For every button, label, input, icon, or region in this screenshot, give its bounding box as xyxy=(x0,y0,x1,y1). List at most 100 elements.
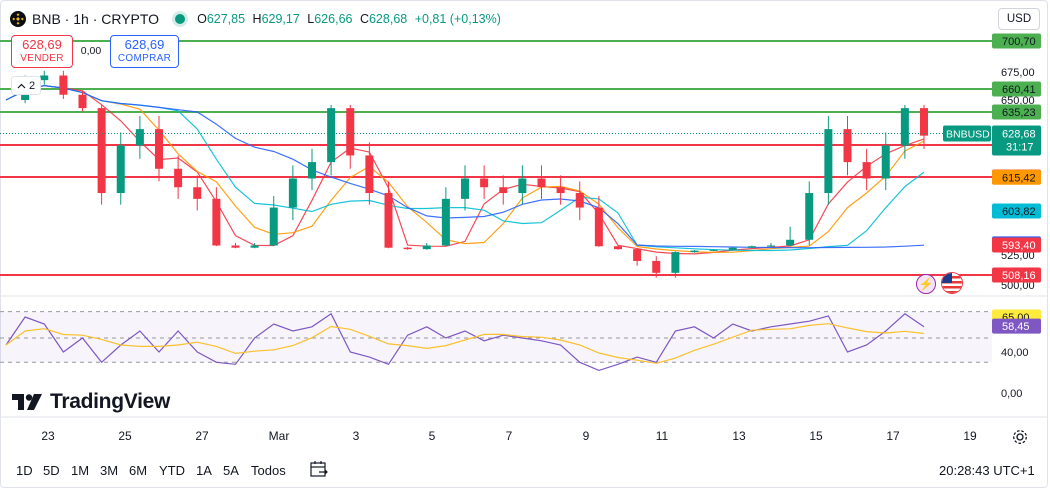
last-price-value: 628,68 xyxy=(1002,128,1036,140)
us-flag-icon[interactable] xyxy=(941,272,963,294)
candle-body xyxy=(365,155,374,194)
symbol-title[interactable]: BNB · 1h · CRYPTO xyxy=(32,11,160,27)
indicators-toggle[interactable]: 2 xyxy=(11,76,41,95)
timeframe-5a[interactable]: 5A xyxy=(223,463,239,478)
high-label: H xyxy=(252,12,262,26)
timeframe-6m[interactable]: 6M xyxy=(129,463,148,478)
candle-body xyxy=(327,108,336,163)
tradingview-logo[interactable]: TradingView xyxy=(12,390,170,414)
sell-button[interactable]: 628,69 VENDER xyxy=(11,35,73,68)
chevron-up-icon xyxy=(17,83,26,88)
currency-selector[interactable]: USD xyxy=(998,8,1040,30)
ma-price-badge: 603,82 xyxy=(1002,206,1036,218)
ma-price-badge: 615,42 xyxy=(1002,172,1036,184)
last-price-badge-bg xyxy=(992,125,1041,156)
timeframe-3m[interactable]: 3M xyxy=(100,463,119,478)
timeframe-ytd[interactable]: YTD xyxy=(159,463,185,478)
time-axis-label: 27 xyxy=(195,429,209,443)
price-tick-label: 525,00 xyxy=(1001,250,1035,262)
candle-body xyxy=(97,108,106,194)
buy-button[interactable]: 628,69 COMPRAR xyxy=(110,35,179,68)
candle-body xyxy=(480,178,489,188)
time-axis-label: 9 xyxy=(583,429,590,443)
candle-body xyxy=(135,129,144,146)
candle-body xyxy=(441,198,450,246)
candle-body xyxy=(633,249,642,261)
rsi-tick-label: 0,00 xyxy=(1001,388,1022,400)
timeframe-1d[interactable]: 1D xyxy=(16,463,33,478)
bottom-toolbar: 1D 5D 1M 3M 6M YTD 1A 5A Todos 20:28:43 … xyxy=(0,455,1048,485)
ohlc-values: O627,85 H629,17 L626,66 C628,68 +0,81 (+… xyxy=(197,12,501,26)
candle-body xyxy=(767,245,775,247)
candle-body xyxy=(59,75,68,95)
candle-body xyxy=(671,252,680,273)
candle-body xyxy=(805,193,814,240)
level-price-badge: 700,70 xyxy=(1002,36,1036,48)
level-price-badge-bg xyxy=(992,81,1041,97)
spread-value: 0,00 xyxy=(80,45,102,57)
level-price-badge-bg xyxy=(992,104,1041,120)
ma-price-badge-bg xyxy=(992,203,1041,219)
candle-body xyxy=(881,145,890,179)
flash-icon[interactable]: ⚡ xyxy=(916,274,936,294)
calendar-range-icon[interactable] xyxy=(309,459,329,479)
tradingview-logo-icon xyxy=(12,394,42,410)
candle-body xyxy=(384,193,393,248)
utc-clock[interactable]: 20:28:43 UTC+1 xyxy=(939,463,1035,478)
rsi-badge-label: 58,45 xyxy=(1002,321,1030,333)
timeframe-todos[interactable]: Todos xyxy=(251,463,286,478)
close-value: 628,68 xyxy=(368,12,408,26)
candle-body xyxy=(824,129,833,194)
candle-body xyxy=(843,129,852,163)
candle-body xyxy=(920,108,928,136)
rsi-tick-label: 40,00 xyxy=(1001,347,1029,359)
open-label: O xyxy=(197,12,207,26)
level-price-badge: 660,41 xyxy=(1002,84,1036,96)
timeframe-1m[interactable]: 1M xyxy=(71,463,90,478)
low-value: 626,66 xyxy=(314,12,353,26)
buy-price: 628,69 xyxy=(124,37,165,53)
level-price-badge: 635,23 xyxy=(1002,107,1036,119)
candle-body xyxy=(40,75,49,81)
candle-body xyxy=(193,187,202,199)
moving-average-line xyxy=(5,84,925,249)
candle-body xyxy=(308,162,316,179)
candle-body xyxy=(537,178,546,188)
rsi-signal-line xyxy=(5,323,925,364)
ma-price-badge-bg xyxy=(992,169,1041,185)
rsi-badge-bg xyxy=(992,318,1041,334)
legend-header: BNB · 1h · CRYPTO O627,85 H629,17 L626,6… xyxy=(10,10,501,28)
level-price-badge: 508,16 xyxy=(1002,270,1036,282)
candle-body xyxy=(575,193,584,208)
time-axis-label: 15 xyxy=(809,429,823,443)
candle-body xyxy=(250,245,259,248)
close-label: C xyxy=(359,12,369,26)
candle-body xyxy=(174,168,183,188)
level-price-badge-bg xyxy=(992,33,1041,49)
candle-body xyxy=(747,246,756,248)
timeframe-1a[interactable]: 1A xyxy=(196,463,212,478)
rsi-line xyxy=(5,312,925,372)
candle-body xyxy=(862,162,871,179)
high-value: 629,17 xyxy=(261,12,300,26)
buy-label: COMPRAR xyxy=(117,53,172,65)
ma-price-badge: 593,40 xyxy=(1002,240,1036,252)
time-axis-label: Mar xyxy=(269,429,290,443)
ma-price-badge-bg xyxy=(992,237,1041,253)
candle-body xyxy=(900,108,909,146)
candle-body xyxy=(556,187,565,194)
chart-canvas[interactable]: 675,00 650,00 525,00 500,00 700,70 660,41 635,… xyxy=(0,0,1048,455)
candle-body xyxy=(614,246,622,250)
gear-icon[interactable] xyxy=(1011,428,1029,446)
time-axis-label: 19 xyxy=(963,429,977,443)
sell-label: VENDER xyxy=(20,53,64,65)
timeframe-5d[interactable]: 5D xyxy=(43,463,60,478)
candle-body xyxy=(155,129,163,169)
symbol-tag-bg xyxy=(943,125,991,142)
price-tick-label: 675,00 xyxy=(1001,67,1035,79)
open-value: 627,85 xyxy=(206,12,246,26)
bnb-logo-icon xyxy=(10,11,26,27)
candle-body xyxy=(728,247,737,250)
candle-body xyxy=(461,178,469,199)
candle-body xyxy=(231,245,240,248)
